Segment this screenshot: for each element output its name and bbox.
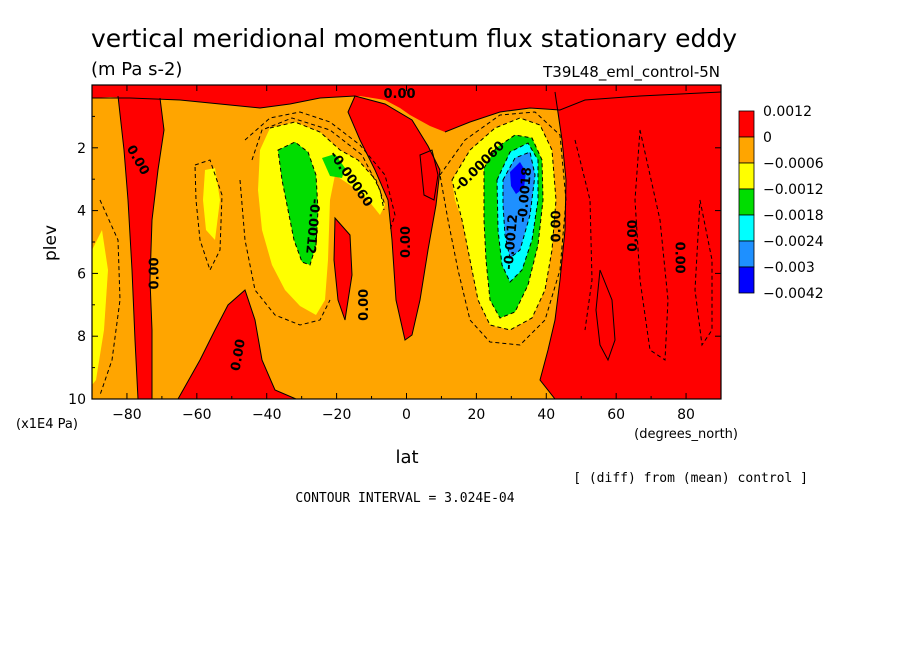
diff-footnote: [ (diff) from (mean) control ]	[573, 471, 808, 486]
zero-contours	[92, 91, 721, 399]
contour-label: 0.00	[147, 257, 162, 289]
x-tick-label: 60	[607, 407, 625, 423]
chart-units: (m Pa s-2)	[91, 59, 182, 80]
contour-field	[92, 85, 721, 399]
x-axis: −80 −60 −40 −20 0 20 40 60 80	[112, 85, 695, 423]
region-small-yellow	[203, 168, 220, 240]
contour-label: 0.00	[549, 210, 564, 242]
region-sh-green-lobe	[322, 154, 345, 178]
y-tick-label: 6	[77, 266, 86, 282]
colorbar-swatch	[738, 188, 755, 216]
colorbar-label: −0.0018	[763, 208, 824, 224]
contour-label: 0.00	[229, 338, 249, 372]
colorbar-label: 0	[763, 130, 772, 146]
colorbar-swatch	[738, 240, 755, 268]
run-label: T39L48_eml_control-5N	[542, 63, 720, 82]
colorbar-swatch	[738, 136, 755, 164]
colorbar-swatch	[738, 214, 755, 242]
colorbar-swatch	[738, 162, 755, 190]
y-axis: 2 4 6 8 10	[68, 115, 721, 408]
x-tick-label: −20	[322, 407, 352, 423]
x-axis-label: lat	[395, 447, 418, 468]
y-axis-label: plev	[41, 225, 61, 261]
region-dark-blue	[510, 162, 526, 194]
contour-label: -0.0012	[501, 214, 521, 271]
x-tick-label: −60	[182, 407, 212, 423]
colorbar-swatch	[738, 110, 755, 138]
y-tick-label: 10	[68, 392, 86, 408]
colorbar: 0.0012 0 −0.0006 −0.0012 −0.0018 −0.0024 −0.00…	[738, 104, 824, 302]
contour-interval: CONTOUR INTERVAL = 3.024E-04	[295, 491, 514, 506]
x-tick-label: 0	[402, 407, 411, 423]
contour-label: 0.00	[357, 289, 372, 321]
contour-label: 0.00	[383, 87, 415, 102]
region-polar-yellow	[92, 230, 108, 385]
x-tick-label: 40	[537, 407, 555, 423]
colorbar-label: −0.0012	[763, 182, 824, 198]
y-tick-label: 4	[77, 204, 86, 220]
contour-label: 0.00	[626, 220, 641, 252]
x-axis-units: (degrees_north)	[634, 427, 738, 442]
colorbar-label: −0.0042	[763, 286, 824, 302]
negative-contours	[99, 111, 713, 396]
colorbar-swatch	[738, 266, 755, 294]
y-axis-units: (x1E4 Pa)	[16, 417, 78, 432]
colorbar-label: −0.0024	[763, 234, 824, 250]
contour-label: 0.00	[399, 226, 414, 258]
contour-label: -0.0018	[515, 167, 535, 224]
positive-regions	[92, 85, 721, 399]
colorbar-label: −0.003	[763, 260, 815, 276]
colorbar-label: 0.0012	[763, 104, 812, 120]
chart-title: vertical meridional momentum flux statio…	[91, 24, 737, 53]
region-equator-tongue	[348, 96, 440, 340]
x-tick-label: 80	[677, 407, 695, 423]
contour-label: -0.0012	[302, 198, 322, 255]
y-tick-label: 8	[77, 329, 86, 345]
y-tick-label: 2	[77, 141, 86, 157]
region-left-column	[118, 96, 164, 399]
x-tick-label: −80	[112, 407, 142, 423]
contour-label: 0.00	[672, 242, 687, 274]
colorbar-label: −0.0006	[763, 156, 824, 172]
x-tick-label: −40	[252, 407, 282, 423]
region-sh-green	[278, 142, 318, 265]
region-bottom-left	[178, 290, 296, 399]
region-right-side	[540, 92, 721, 399]
x-tick-label: 20	[467, 407, 485, 423]
region-lobe	[334, 218, 352, 320]
